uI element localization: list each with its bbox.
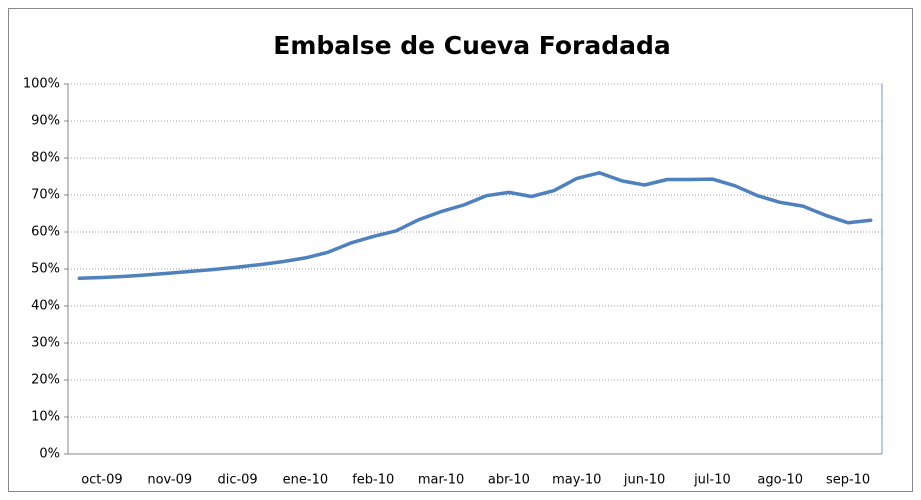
x-tick-label: oct-09 <box>81 473 122 488</box>
x-tick-label: jul-10 <box>693 473 731 488</box>
data-line <box>77 171 873 281</box>
x-tick-label: ago-10 <box>757 473 803 488</box>
y-tick-label: 90% <box>31 114 60 129</box>
chart-frame <box>8 8 913 492</box>
y-tick-label: 100% <box>23 77 60 92</box>
x-tick-label: may-10 <box>552 473 601 488</box>
x-tick-label: mar-10 <box>418 473 464 488</box>
x-tick-label: ene-10 <box>283 473 328 488</box>
y-tick-label: 70% <box>31 188 60 203</box>
y-tick-label: 0% <box>39 447 60 462</box>
x-tick-label: dic-09 <box>217 473 257 488</box>
y-tick-label: 10% <box>31 410 60 425</box>
y-tick-label: 30% <box>31 336 60 351</box>
x-tick-label: nov-09 <box>147 473 192 488</box>
x-tick-label: feb-10 <box>352 473 394 488</box>
y-tick-label: 50% <box>31 262 60 277</box>
y-tick-label: 80% <box>31 151 60 166</box>
x-tick-label: sep-10 <box>826 473 870 488</box>
y-tick-label: 60% <box>31 225 60 240</box>
y-tick-label: 40% <box>31 299 60 314</box>
x-tick-label: abr-10 <box>488 473 530 488</box>
chart-title: Embalse de Cueva Foradada <box>273 31 671 60</box>
x-tick-label: jun-10 <box>623 473 665 488</box>
y-tick-label: 20% <box>31 373 60 388</box>
